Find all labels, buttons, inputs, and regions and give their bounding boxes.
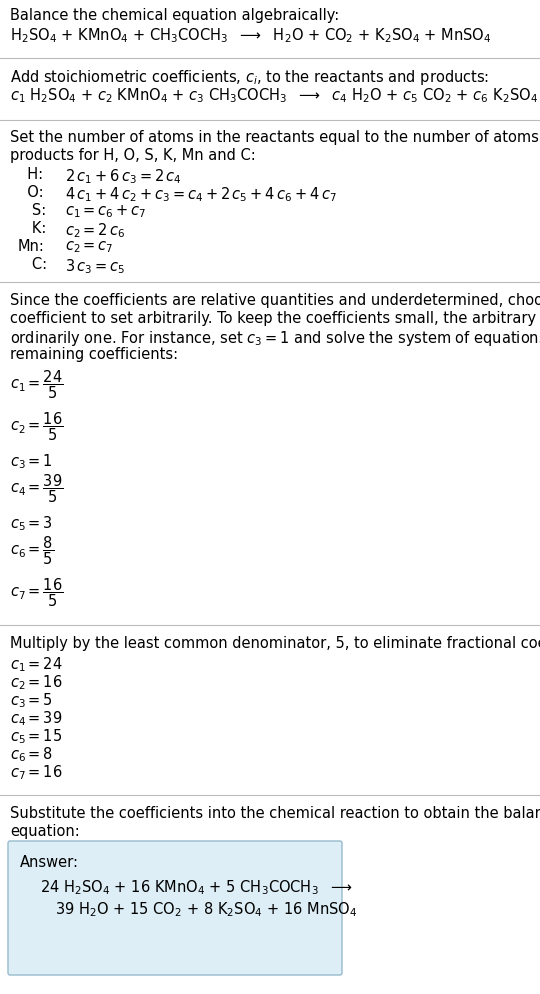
Text: 39 H$_2$O + 15 CO$_2$ + 8 K$_2$SO$_4$ + 16 MnSO$_4$: 39 H$_2$O + 15 CO$_2$ + 8 K$_2$SO$_4$ + … bbox=[55, 900, 357, 918]
Text: ordinarily one. For instance, set $c_3 = 1$ and solve the system of equations fo: ordinarily one. For instance, set $c_3 =… bbox=[10, 329, 540, 348]
Text: $c_7 = 16$: $c_7 = 16$ bbox=[10, 763, 63, 781]
Text: C:: C: bbox=[18, 257, 47, 272]
Text: $c_1 = c_6 + c_7$: $c_1 = c_6 + c_7$ bbox=[65, 203, 146, 220]
Text: $c_2 = 16$: $c_2 = 16$ bbox=[10, 673, 63, 692]
Text: $4\,c_1 + 4\,c_2 + c_3 = c_4 + 2\,c_5 + 4\,c_6 + 4\,c_7$: $4\,c_1 + 4\,c_2 + c_3 = c_4 + 2\,c_5 + … bbox=[65, 185, 337, 204]
Text: $c_1$ H$_2$SO$_4$ + $c_2$ KMnO$_4$ + $c_3$ CH$_3$COCH$_3$  $\longrightarrow$  $c: $c_1$ H$_2$SO$_4$ + $c_2$ KMnO$_4$ + $c_… bbox=[10, 86, 540, 104]
Text: Multiply by the least common denominator, 5, to eliminate fractional coefficient: Multiply by the least common denominator… bbox=[10, 636, 540, 651]
Text: coefficient to set arbitrarily. To keep the coefficients small, the arbitrary va: coefficient to set arbitrarily. To keep … bbox=[10, 311, 540, 326]
Text: $c_2 = c_7$: $c_2 = c_7$ bbox=[65, 239, 113, 254]
Text: products for H, O, S, K, Mn and C:: products for H, O, S, K, Mn and C: bbox=[10, 148, 256, 163]
Text: $c_4 = \dfrac{39}{5}$: $c_4 = \dfrac{39}{5}$ bbox=[10, 472, 64, 505]
Text: S:: S: bbox=[18, 203, 46, 218]
Text: $c_2 = \dfrac{16}{5}$: $c_2 = \dfrac{16}{5}$ bbox=[10, 410, 64, 442]
Text: $c_4 = 39$: $c_4 = 39$ bbox=[10, 709, 63, 728]
Text: Mn:: Mn: bbox=[18, 239, 45, 254]
Text: $3\,c_3 = c_5$: $3\,c_3 = c_5$ bbox=[65, 257, 125, 275]
Text: K:: K: bbox=[18, 221, 46, 236]
Text: H:: H: bbox=[18, 167, 43, 182]
Text: $c_1 = \dfrac{24}{5}$: $c_1 = \dfrac{24}{5}$ bbox=[10, 368, 64, 401]
Text: remaining coefficients:: remaining coefficients: bbox=[10, 347, 178, 362]
Text: $c_3 = 1$: $c_3 = 1$ bbox=[10, 452, 53, 471]
Text: $c_6 = 8$: $c_6 = 8$ bbox=[10, 745, 53, 763]
Text: $c_5 = 15$: $c_5 = 15$ bbox=[10, 727, 62, 746]
Text: $c_3 = 5$: $c_3 = 5$ bbox=[10, 691, 53, 710]
Text: Set the number of atoms in the reactants equal to the number of atoms in the: Set the number of atoms in the reactants… bbox=[10, 130, 540, 145]
Text: $c_5 = 3$: $c_5 = 3$ bbox=[10, 514, 53, 533]
Text: $c_2 = 2\,c_6$: $c_2 = 2\,c_6$ bbox=[65, 221, 126, 240]
Text: $2\,c_1 + 6\,c_3 = 2\,c_4$: $2\,c_1 + 6\,c_3 = 2\,c_4$ bbox=[65, 167, 182, 186]
Text: Substitute the coefficients into the chemical reaction to obtain the balanced: Substitute the coefficients into the che… bbox=[10, 806, 540, 821]
Text: Since the coefficients are relative quantities and underdetermined, choose a: Since the coefficients are relative quan… bbox=[10, 293, 540, 308]
Text: Balance the chemical equation algebraically:: Balance the chemical equation algebraica… bbox=[10, 8, 339, 23]
Text: $c_1 = 24$: $c_1 = 24$ bbox=[10, 655, 63, 674]
Text: Add stoichiometric coefficients, $c_i$, to the reactants and products:: Add stoichiometric coefficients, $c_i$, … bbox=[10, 68, 489, 87]
Text: H$_2$SO$_4$ + KMnO$_4$ + CH$_3$COCH$_3$  $\longrightarrow$  H$_2$O + CO$_2$ + K$: H$_2$SO$_4$ + KMnO$_4$ + CH$_3$COCH$_3$ … bbox=[10, 26, 491, 45]
Text: $c_7 = \dfrac{16}{5}$: $c_7 = \dfrac{16}{5}$ bbox=[10, 576, 64, 608]
Text: $c_6 = \dfrac{8}{5}$: $c_6 = \dfrac{8}{5}$ bbox=[10, 534, 54, 567]
FancyBboxPatch shape bbox=[8, 841, 342, 975]
Text: 24 H$_2$SO$_4$ + 16 KMnO$_4$ + 5 CH$_3$COCH$_3$  $\longrightarrow$: 24 H$_2$SO$_4$ + 16 KMnO$_4$ + 5 CH$_3$C… bbox=[40, 878, 353, 897]
Text: O:: O: bbox=[18, 185, 44, 200]
Text: Answer:: Answer: bbox=[20, 855, 79, 870]
Text: equation:: equation: bbox=[10, 824, 80, 839]
